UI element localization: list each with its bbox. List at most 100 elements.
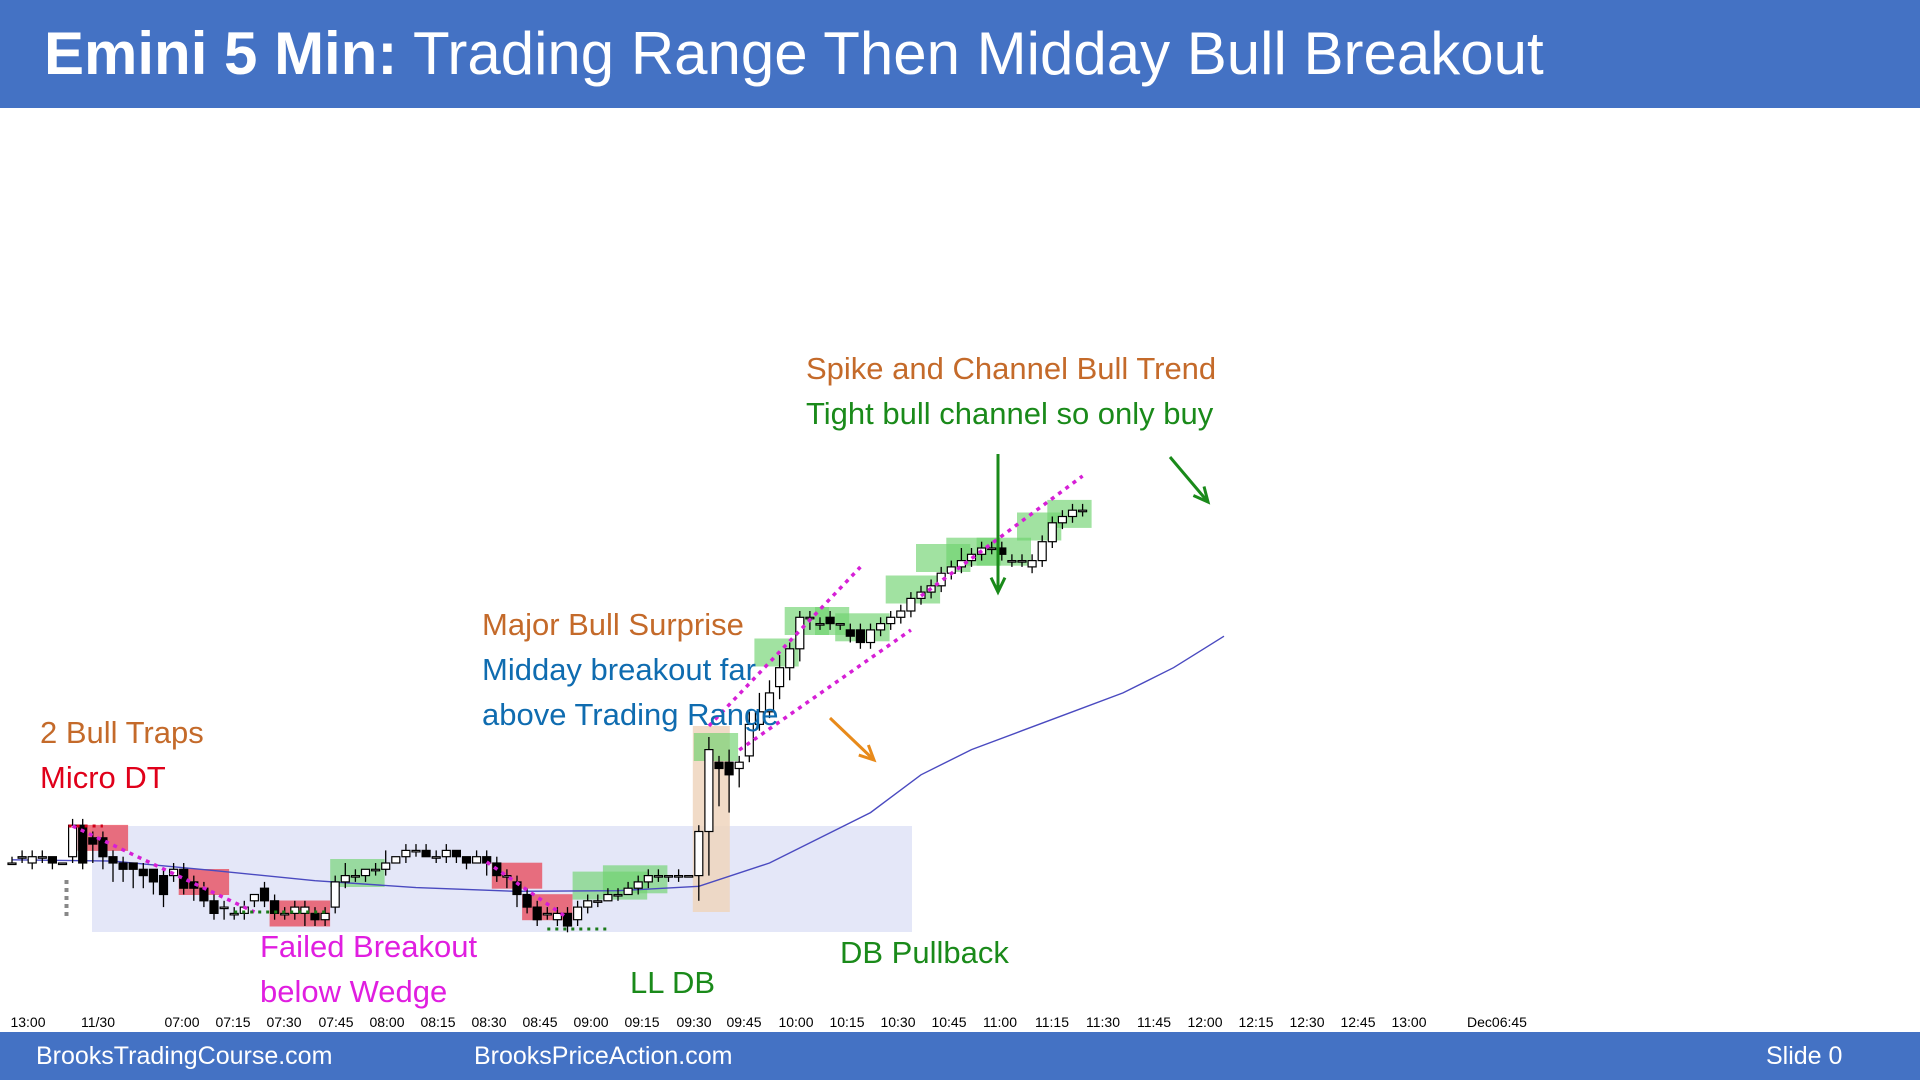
x-tick-label: 12:45 [1340,1014,1375,1030]
candle-body [734,761,744,770]
candle-body [47,856,58,864]
x-tick-label: 09:00 [573,1014,608,1030]
candle-body [896,610,906,618]
candle-body [643,874,653,883]
candle-body [684,874,694,878]
candle-body [1017,559,1027,563]
candle-body [875,622,886,631]
candle-body [886,616,896,625]
x-tick-label: 07:30 [266,1014,301,1030]
candle-body [320,912,330,921]
annotation-below-wedge: below Wedge [260,974,448,1009]
slide-number: Slide 0 [1766,1042,1843,1070]
candle-body [502,874,512,878]
down-arrow [989,576,1007,596]
candle-body [108,856,118,864]
candle-body [562,912,573,927]
bull-highlight [693,733,739,761]
x-tick-label: 12:15 [1238,1014,1273,1030]
candle-body [1077,509,1088,513]
x-tick-label: 10:15 [829,1014,864,1030]
candle-body [754,711,765,725]
x-tick-label: 11:15 [1035,1014,1069,1030]
candle-body [1047,522,1057,543]
candle-body [1007,559,1017,563]
down-arrow [1192,486,1211,505]
candle-body [532,906,542,921]
candle-body [330,881,340,908]
candle-body [673,874,684,878]
x-tick-label: 09:30 [676,1014,711,1030]
annotation-failed-breakout: Failed Breakout [260,929,478,964]
candle-body [855,629,866,644]
candle-body [1037,541,1047,562]
down-arrow [828,716,876,762]
candle-body [371,868,381,872]
candle-body [381,862,391,870]
x-tick-label: 11:30 [1086,1014,1120,1030]
annotation-bull-traps: 2 Bull Traps [40,715,204,750]
x-tick-label: 12:30 [1289,1014,1324,1030]
candle-body [88,837,98,845]
annotation-spike-channel: Spike and Channel Bull Trend [806,351,1217,386]
candle-body [764,692,775,713]
x-tick-label: 12:00 [1187,1014,1222,1030]
x-tick-label: 08:15 [420,1014,455,1030]
annotation-tight-channel: Tight bull channel so only buy [806,396,1214,431]
trendline [919,474,1084,598]
candle-body [835,622,845,626]
candle-body [441,849,451,858]
x-tick-label: 10:30 [880,1014,915,1030]
candle-body [906,597,916,612]
candle-body [845,629,855,637]
candle-body [199,887,209,902]
trendline [738,628,912,752]
candle-body [431,856,441,859]
x-tick-label: 11/30 [81,1014,115,1030]
footer-site-course[interactable]: BrooksTradingCourse.com [36,1042,333,1070]
candle-body [78,824,88,864]
candle-body [472,856,482,864]
candle-body [138,868,148,877]
x-tick-label: 08:00 [369,1014,404,1030]
candle-body [118,862,128,870]
candle-body [451,849,461,858]
candle-body [98,837,108,858]
x-tick-label: 09:45 [726,1014,761,1030]
candle-body [1067,509,1078,518]
candle-body [815,622,825,626]
annotation-ll-db: LL DB [630,965,716,1000]
candle-body [714,761,724,770]
header-bar: Emini 5 Min: Trading Range Then Midday B… [0,0,1920,108]
footer-site-pa[interactable]: BrooksPriceAction.com [474,1042,733,1070]
candle-body [663,874,674,878]
candle-body [461,856,472,864]
candle-body [865,629,876,644]
annotation-major-surprise: Major Bull Surprise [482,607,744,642]
annotation-midday-breakout: Midday breakout far [482,652,756,687]
candle-body [603,893,613,902]
x-tick-label: 07:15 [215,1014,250,1030]
candle-body [300,906,310,914]
candle-body [401,849,411,858]
x-tick-label: 07:00 [164,1014,199,1030]
candle-body [280,912,290,916]
candle-body [67,824,78,858]
down-arrow [858,744,877,763]
candle-body [411,849,421,853]
candle-body [1027,559,1037,568]
trendline [707,565,862,728]
x-tick-label: 13:00 [1391,1014,1426,1030]
candle-body [17,856,27,859]
candle-body [37,856,47,859]
x-tick-label: 13:00 [10,1014,45,1030]
price-chart: 13:00 11/30 07:00 07:15 07:30 07:45 08:00 08:15… [7,454,1527,1030]
candle-body [57,862,68,866]
candle-body [1057,515,1068,524]
candle-body [290,906,300,914]
candle-body [744,723,754,757]
candle-body [350,874,360,878]
candle-body [259,887,270,902]
x-tick-label: 11:45 [1137,1014,1171,1030]
candle-body [704,748,714,833]
